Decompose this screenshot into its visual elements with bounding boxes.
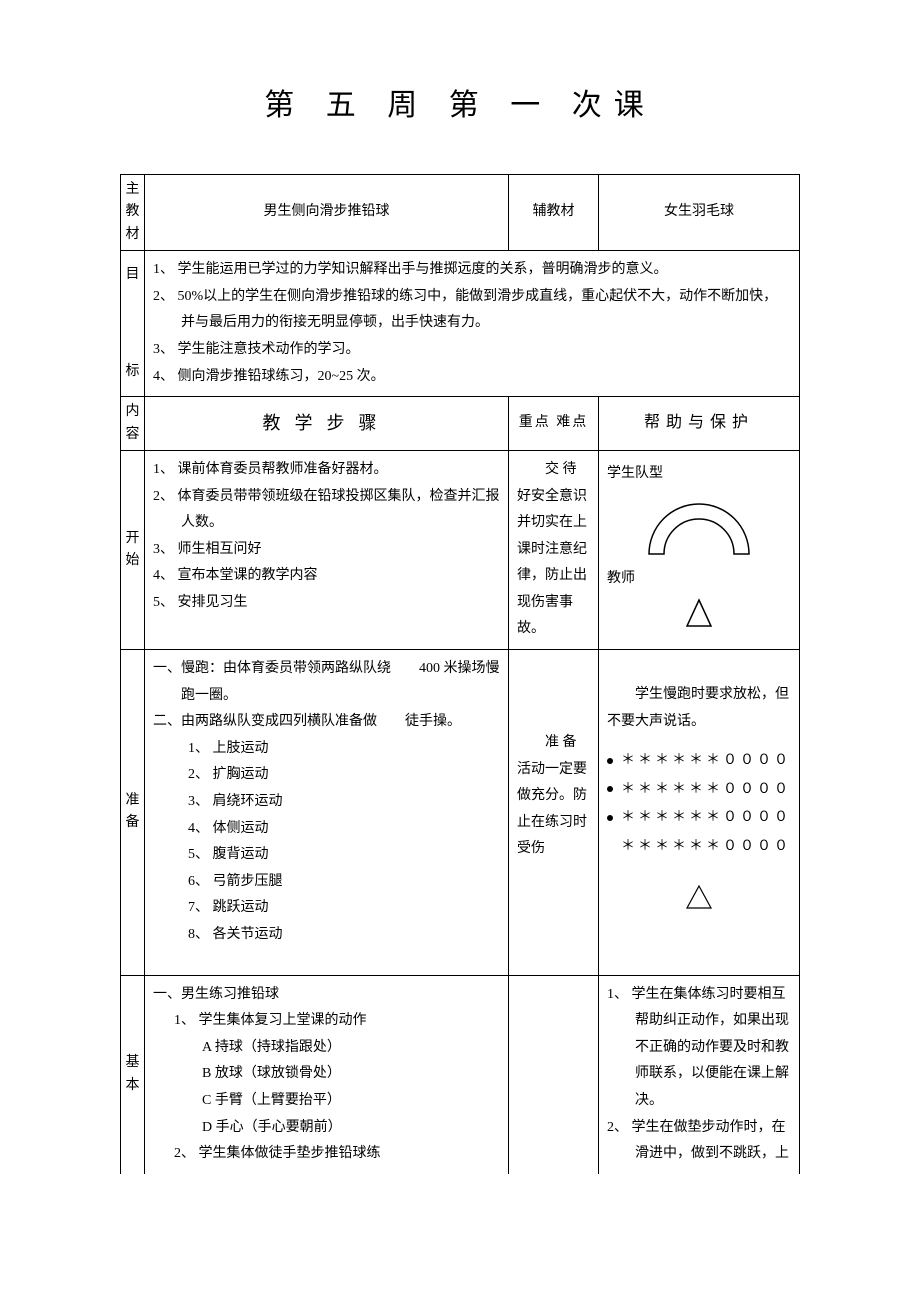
basic-sub: B 放球（球放锁骨处）	[202, 1061, 500, 1088]
goals-label-bottom: 标	[123, 361, 142, 383]
aux-material-label: 辅教材	[509, 175, 599, 251]
exercise-item: 3、 肩绕环运动	[188, 789, 500, 816]
bullet-icon	[607, 758, 613, 764]
goal-item: 3、 学生能注意技术动作的学习。	[153, 337, 791, 364]
students-formation-label: 学生队型	[607, 461, 791, 488]
keypoint-header: 重点 难点	[509, 397, 599, 451]
start-step: 5、 安排见习生	[153, 590, 500, 617]
exercise-item: 6、 弓箭步压腿	[188, 869, 500, 896]
goals-label-top: 目	[123, 264, 142, 286]
arc-formation-icon	[634, 492, 764, 562]
prep-label: 准备	[121, 650, 145, 976]
column-headers-row: 内容 教学步骤 重点 难点 帮助与保护	[121, 397, 800, 451]
exercise-item: 8、 各关节运动	[188, 922, 500, 949]
formation-pattern: ＊＊＊＊＊＊００００	[621, 804, 791, 831]
prep-steps: 一、慢跑：由体育委员带领两路纵队绕 400 米操场慢跑一圈。 二、由两路纵队变成…	[145, 650, 509, 976]
bullet-icon	[607, 786, 613, 792]
help-header: 帮助与保护	[599, 397, 800, 451]
start-step: 1、 课前体育委员帮教师准备好器材。	[153, 457, 500, 484]
start-step: 2、 体育委员带带领班级在铅球投掷区集队，检查并汇报人数。	[153, 484, 500, 537]
basic-sub: D 手心（手心要朝前）	[202, 1115, 500, 1142]
prep-row: 准备 一、慢跑：由体育委员带领两路纵队绕 400 米操场慢跑一圈。 二、由两路纵…	[121, 650, 800, 976]
formation-pattern: ＊＊＊＊＊＊００００	[621, 776, 791, 803]
start-keypoint: 交 待 好安全意识并切实在上课时注意纪律，防止出现伤害事故。	[509, 450, 599, 649]
prep-help-note: 学生慢跑时要求放松，但不要大声说话。	[607, 682, 791, 735]
main-material-label: 主教材	[121, 175, 145, 251]
basic-row: 基本 一、男生练习推铅球 1、 学生集体复习上堂课的动作 A 持球（持球指跟处）…	[121, 975, 800, 1174]
steps-header: 教学步骤	[145, 397, 509, 451]
basic-line: 一、男生练习推铅球	[153, 982, 500, 1009]
triangle-icon	[679, 882, 719, 912]
start-row: 开始 1、 课前体育委员帮教师准备好器材。 2、 体育委员带带领班级在铅球投掷区…	[121, 450, 800, 649]
exercise-item: 2、 扩胸运动	[188, 762, 500, 789]
exercise-item: 7、 跳跃运动	[188, 895, 500, 922]
prep-intro: 一、慢跑：由体育委员带领两路纵队绕 400 米操场慢跑一圈。	[153, 656, 500, 709]
basic-help: 1、 学生在集体练习时要相互帮助纠正动作，如果出现不正确的动作要及时和教师联系，…	[599, 975, 800, 1174]
basic-steps: 一、男生练习推铅球 1、 学生集体复习上堂课的动作 A 持球（持球指跟处） B …	[145, 975, 509, 1174]
start-steps: 1、 课前体育委员帮教师准备好器材。 2、 体育委员带带领班级在铅球投掷区集队，…	[145, 450, 509, 649]
content-label: 内容	[121, 397, 145, 451]
start-step: 3、 师生相互问好	[153, 537, 500, 564]
basic-keypoint	[509, 975, 599, 1174]
formation-pattern: ＊＊＊＊＊＊００００	[621, 747, 791, 774]
exercise-item: 4、 体侧运动	[188, 816, 500, 843]
page-title: 第 五 周 第 一 次课	[120, 80, 800, 124]
goal-item: 4、 侧向滑步推铅球练习，20~25 次。	[153, 364, 791, 391]
prep-intro: 二、由两路纵队变成四列横队准备做 徒手操。	[153, 709, 500, 736]
start-label: 开始	[121, 450, 145, 649]
goals-row: 目 标 1、 学生能运用已学过的力学知识解释出手与推掷远度的关系，普明确滑步的意…	[121, 251, 800, 397]
basic-help-item: 1、 学生在集体练习时要相互帮助纠正动作，如果出现不正确的动作要及时和教师联系，…	[607, 982, 791, 1115]
basic-sub: A 持球（持球指跟处）	[202, 1035, 500, 1062]
basic-label: 基本	[121, 975, 145, 1174]
prep-help: 学生慢跑时要求放松，但不要大声说话。 ＊＊＊＊＊＊００００ ＊＊＊＊＊＊００００…	[599, 650, 800, 976]
exercise-item: 1、 上肢运动	[188, 736, 500, 763]
formation-pattern: ＊＊＊＊＊＊００００	[621, 833, 791, 860]
basic-sub: C 手臂（上臂要抬平）	[202, 1088, 500, 1115]
prep-keypoint: 准 备 活动一定要做充分。防止在练习时受伤	[509, 650, 599, 976]
start-step: 4、 宣布本堂课的教学内容	[153, 563, 500, 590]
main-material-content: 男生侧向滑步推铅球	[145, 175, 509, 251]
goals-content: 1、 学生能运用已学过的力学知识解释出手与推掷远度的关系，普明确滑步的意义。 2…	[145, 251, 800, 397]
materials-row: 主教材 男生侧向滑步推铅球 辅教材 女生羽毛球	[121, 175, 800, 251]
basic-line: 2、 学生集体做徒手垫步推铅球练	[153, 1141, 500, 1168]
goal-item: 1、 学生能运用已学过的力学知识解释出手与推掷远度的关系，普明确滑步的意义。	[153, 257, 791, 284]
basic-line: 1、 学生集体复习上堂课的动作	[153, 1008, 500, 1035]
lesson-plan-table: 主教材 男生侧向滑步推铅球 辅教材 女生羽毛球 目 标 1、 学生能运用已学过的…	[120, 174, 800, 1174]
start-help: 学生队型 教师	[599, 450, 800, 649]
bullet-icon	[607, 815, 613, 821]
exercise-item: 5、 腹背运动	[188, 842, 500, 869]
teacher-formation-label: 教师	[607, 566, 791, 593]
aux-material-content: 女生羽毛球	[599, 175, 800, 251]
goal-item: 2、 50%以上的学生在侧向滑步推铅球的练习中，能做到滑步成直线，重心起伏不大，…	[153, 284, 791, 337]
triangle-icon	[679, 596, 719, 630]
goals-label: 目 标	[121, 251, 145, 397]
basic-help-item: 2、 学生在做垫步动作时，在滑进中，做到不跳跃，上	[607, 1115, 791, 1168]
